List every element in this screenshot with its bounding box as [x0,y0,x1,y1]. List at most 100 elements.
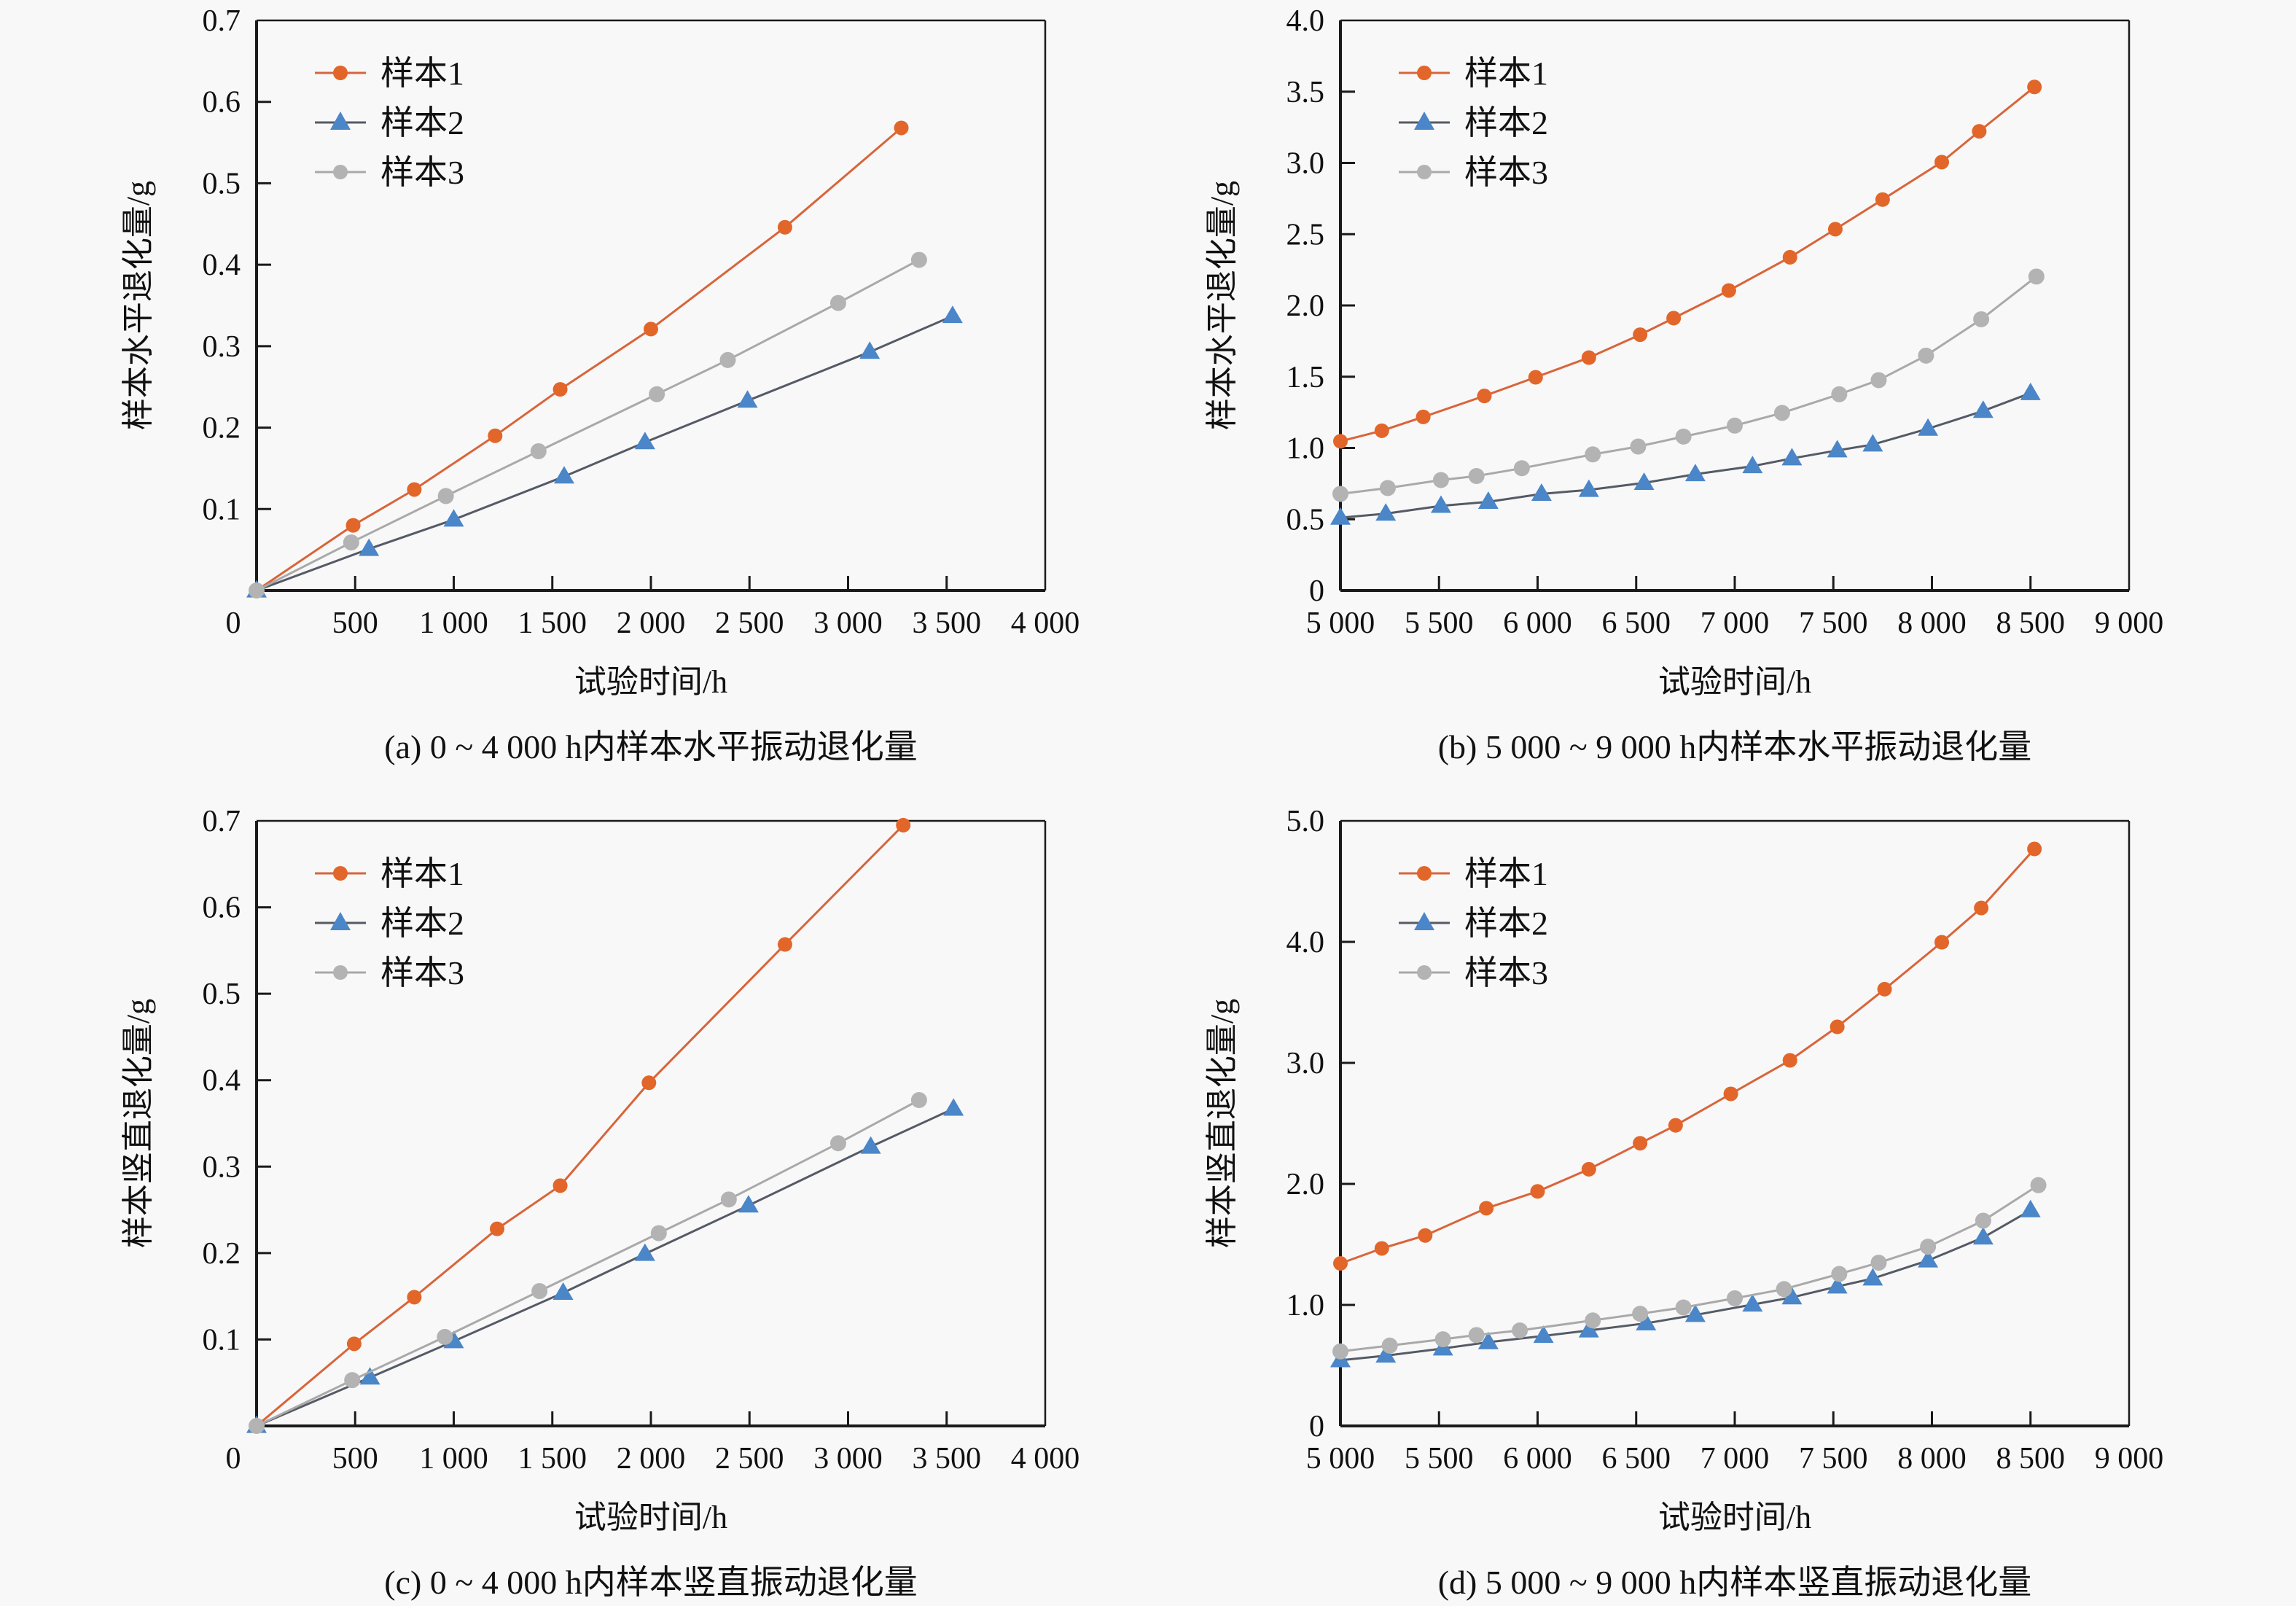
y-tick-label: 0 [1309,574,1324,608]
x-axis-title: 试验时间/h [574,1500,727,1535]
data-point [488,428,503,443]
legend-marker [1417,965,1432,980]
data-point [644,321,658,337]
legend: 样本1 样本2 样本3 [1399,55,1548,191]
legend-item-1: 样本1 [315,55,464,92]
x-tick-label: 8 000 [1897,607,1967,640]
y-axis-title: 样本水平退化量/g [1204,181,1240,430]
data-point [1585,1312,1601,1329]
legend-marker [330,912,351,930]
legend-item-1: 样本1 [315,855,464,892]
legend-item-1: 样本1 [1399,55,1548,92]
data-point [443,509,464,527]
y-tick-label: 2.5 [1286,218,1325,252]
data-point [1333,434,1348,449]
y-axis-title: 样本竖直退化量/g [120,999,156,1248]
data-point [1918,347,1934,364]
legend-marker [1414,912,1434,930]
y-tick-label: 0.7 [203,805,241,838]
y-tick-label: 0.6 [203,892,241,925]
legend-label: 样本2 [1464,104,1548,141]
series-3 [249,252,927,599]
data-point [1973,311,1990,327]
series-line [256,1107,954,1427]
series-1 [1333,841,2042,1271]
y-tick-label: 0.2 [203,1237,241,1271]
data-point [553,466,574,484]
data-point [2020,1199,2041,1217]
data-point [1333,1256,1348,1271]
data-point [1633,472,1655,490]
y-tick-label: 3.0 [1286,147,1325,181]
data-point [1381,1337,1398,1354]
chart-caption: (d) 5 000 ~ 9 000 h内样本竖直振动退化量 [1438,1564,2032,1601]
data-point [1479,1201,1494,1216]
data-point [531,1283,548,1300]
y-tick-label: 0 [1309,1410,1324,1443]
data-point [2030,1177,2047,1193]
legend-item-3: 样本3 [315,154,464,191]
x-tick-label: 3 500 [913,1442,982,1476]
data-point [1666,311,1682,326]
series-3 [1332,1177,2047,1360]
data-point [1918,1250,1939,1268]
x-tick-label: 7 500 [1799,1442,1868,1476]
legend-label: 样本3 [1464,154,1548,191]
legend-marker [333,165,348,179]
data-point [910,252,927,268]
data-point [910,1091,927,1108]
legend-item-3: 样本3 [1399,954,1548,991]
x-tick-label: 500 [332,1442,378,1476]
data-point [1636,1312,1657,1330]
data-point [1781,1287,1803,1305]
y-tick-label: 0.3 [203,1150,241,1184]
data-point [1630,438,1647,455]
data-point [1742,456,1763,474]
x-tick-label: 1 000 [419,1442,488,1476]
y-axis-title: 样本竖直退化量/g [1204,999,1240,1248]
data-point [1877,981,1892,997]
data-point [1782,1053,1797,1068]
data-point [1934,155,1950,170]
x-tick-label: 1 000 [419,607,488,640]
x-tick-label: 1 500 [518,1442,587,1476]
x-tick-label: 2 500 [715,1442,784,1476]
data-point [1975,1212,1991,1229]
data-point [345,518,361,533]
data-point [1870,372,1887,389]
data-point [1633,327,1648,343]
data-point [344,1372,361,1389]
data-point [1533,1325,1554,1344]
data-point [1632,1306,1649,1322]
legend-label: 样本2 [380,905,464,942]
legend-item-2: 样本2 [1399,905,1548,942]
data-point [552,382,568,397]
data-point [1827,1276,1848,1294]
y-tick-label: 4.0 [1286,4,1325,38]
data-point [490,1221,505,1236]
data-point [407,482,422,497]
data-point [1862,434,1883,452]
data-point [1974,900,1989,916]
y-tick-label: 0.7 [203,4,241,38]
x-tick-label: 4 000 [1011,607,1080,640]
x-tick-label: 3 500 [913,607,982,640]
y-tick-label: 0.6 [203,86,241,120]
data-point [2028,268,2045,285]
legend-marker [1417,66,1432,80]
x-tick-label: 7 000 [1700,1442,1770,1476]
legend: 样本1 样本2 样本3 [1399,855,1548,991]
x-tick-label: 4 000 [1011,1442,1080,1476]
y-tick-label: 4.0 [1286,926,1325,959]
data-point [1468,468,1485,485]
data-point [777,219,792,235]
y-tick-label: 1.5 [1286,361,1325,394]
x-tick-label: 5 500 [1405,1442,1474,1476]
data-point [1972,400,1994,418]
data-point [1875,192,1890,207]
series-line [256,1099,920,1427]
data-point [1862,1268,1883,1286]
legend-item-2: 样本2 [315,905,464,942]
data-point [1870,1255,1887,1271]
series-2 [1330,382,2041,525]
